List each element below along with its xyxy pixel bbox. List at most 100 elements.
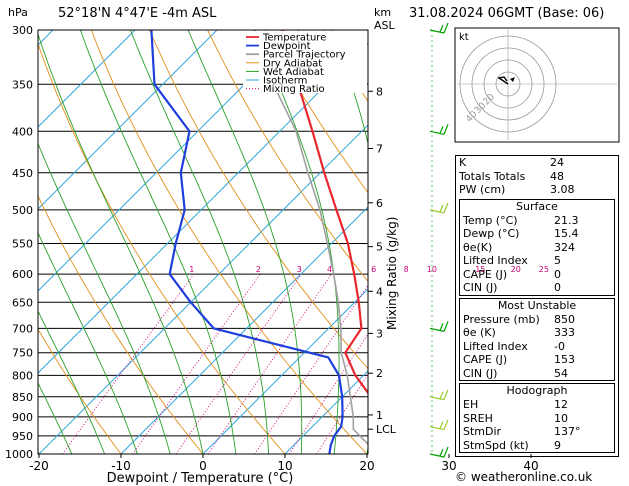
- index-value: 48: [550, 169, 564, 183]
- wind-barb-flag: [443, 22, 449, 34]
- index-name: Lifted Index: [463, 254, 528, 267]
- index-row: StmDir 137°: [460, 425, 614, 439]
- surface-section: Surface Temp (°C) 21.3 Dewp (°C) 15.4 θe(K) 3…: [459, 198, 615, 296]
- wet-adiabat-line: [38, 32, 204, 454]
- pressure-tick-label: 650: [12, 296, 33, 309]
- km-tick-label: 3: [376, 327, 383, 340]
- legend-background: [243, 31, 367, 93]
- wind-barb-flag: [439, 391, 444, 400]
- pressure-unit-label: hPa: [8, 6, 28, 19]
- wind-barb-flag: [439, 126, 444, 134]
- dry-adiabat-line: [38, 328, 122, 454]
- index-name: CAPE (J): [463, 267, 508, 281]
- mixing-ratio-label: 15: [475, 265, 485, 274]
- index-value: 9: [554, 438, 561, 452]
- plot-frame: [37, 29, 369, 455]
- storm-motion-marker: [510, 77, 515, 82]
- isotherm-line: [38, 30, 136, 128]
- index-row: CIN (J) 54: [460, 367, 614, 381]
- isotherm-line: [38, 30, 300, 292]
- km-tick-label: 6: [376, 197, 383, 210]
- hodograph-trace: [497, 76, 509, 85]
- hodograph-frame: [454, 27, 620, 143]
- wet-adiabat-line: [38, 142, 171, 454]
- x-tick-label: 10: [277, 459, 292, 473]
- index-row: Dewp (°C) 15.4: [460, 227, 614, 241]
- mixing-ratio-label: 8: [404, 265, 409, 274]
- indices-table: K 24 Totals Totals 48 PW (cm) 3.08 Surface Te…: [455, 155, 619, 457]
- mixing-ratio-line: [132, 273, 261, 454]
- isotherm-line: [284, 370, 368, 454]
- index-name: Totals Totals: [459, 169, 526, 183]
- index-name: EH: [463, 398, 479, 411]
- mixing-ratio-label: 2: [256, 265, 261, 274]
- pressure-tick-label: 450: [12, 167, 33, 180]
- mixing-ratio-label: 4: [327, 265, 332, 274]
- mixing-ratio-axis-label: Mixing Ratio (g/kg): [385, 217, 399, 330]
- pressure-tick-label: 300: [12, 24, 33, 37]
- mixing-ratio-line: [254, 284, 368, 454]
- dry-adiabat-line: [38, 194, 204, 454]
- legend-label: Temperature: [262, 33, 326, 44]
- hodograph-title: Hodograph: [506, 384, 568, 397]
- mixing-ratio-line: [207, 273, 332, 454]
- wet-adiabat-line: [38, 310, 106, 454]
- asl-label: ASL: [374, 19, 395, 32]
- wind-barb-flag: [439, 448, 444, 457]
- location-label: 52°18'N 4°47'E -4m ASL: [58, 6, 217, 21]
- wind-barb-staff: [429, 209, 445, 214]
- index-value: 12: [554, 398, 568, 411]
- index-name: θe(K): [463, 240, 493, 254]
- index-name: CIN (J): [463, 366, 498, 380]
- km-tick-label: 2: [376, 367, 383, 380]
- legend-label: Parcel Trajectory: [263, 50, 346, 61]
- wind-barb-flag: [443, 419, 449, 430]
- wet-adiabat-line: [187, 30, 303, 454]
- index-name: Lifted Index: [463, 339, 528, 353]
- most-unstable-title: Most Unstable: [497, 298, 577, 312]
- wet-adiabat-line: [38, 382, 73, 454]
- wind-barbs: [429, 22, 449, 458]
- isotherm-line: [202, 288, 368, 454]
- wet-adiabat-line: [129, 30, 270, 454]
- isotherm-line: [38, 42, 368, 374]
- temperature-line: [281, 30, 368, 395]
- index-value: 0: [554, 281, 561, 294]
- index-name: StmSpd (kt): [463, 438, 529, 452]
- wind-barb-flag: [439, 204, 444, 213]
- mixing-ratio-label: 6: [371, 265, 376, 274]
- index-row: θe (K) 333: [460, 326, 614, 340]
- pressure-tick-label: 350: [12, 78, 33, 91]
- isotherm-line: [120, 206, 368, 454]
- mixing-ratio-label: 10: [427, 265, 437, 274]
- dewpoint-line: [150, 30, 344, 454]
- index-name: Temp (°C): [463, 213, 518, 227]
- parcel-trajectory-line: [253, 30, 368, 446]
- index-name: Dewp (°C): [463, 227, 520, 240]
- index-name: Pressure (mb): [463, 312, 540, 326]
- copyright-footer: © weatheronline.co.uk: [455, 470, 593, 484]
- index-name: CAPE (J): [463, 353, 508, 366]
- wind-barb-staff: [429, 327, 445, 332]
- pressure-tick-label: 500: [12, 204, 33, 217]
- index-value: 324: [554, 240, 575, 254]
- dry-adiabat-line: [90, 30, 368, 454]
- legend-label: Isotherm: [263, 76, 307, 87]
- index-row: θe(K) 324: [460, 241, 614, 255]
- dry-adiabat-line: [38, 42, 286, 454]
- wind-barb-staff: [429, 130, 445, 135]
- index-value: 333: [554, 326, 575, 339]
- datetime-label: 31.08.2024 06GMT (Base: 06): [409, 6, 605, 21]
- index-value: 21.3: [554, 213, 579, 227]
- mixing-ratio-label: 3: [297, 265, 302, 274]
- mixing-ratio-line: [175, 273, 302, 454]
- legend-label: Dewpoint: [263, 41, 311, 52]
- wind-barb-flag: [443, 202, 449, 214]
- wet-adiabat-line: [254, 30, 340, 454]
- x-tick-label: -20: [29, 459, 49, 473]
- x-tick-label: 20: [359, 459, 374, 473]
- wind-barb-flag: [439, 323, 444, 331]
- index-name: θe (K): [463, 326, 496, 339]
- index-value: -0: [554, 339, 565, 353]
